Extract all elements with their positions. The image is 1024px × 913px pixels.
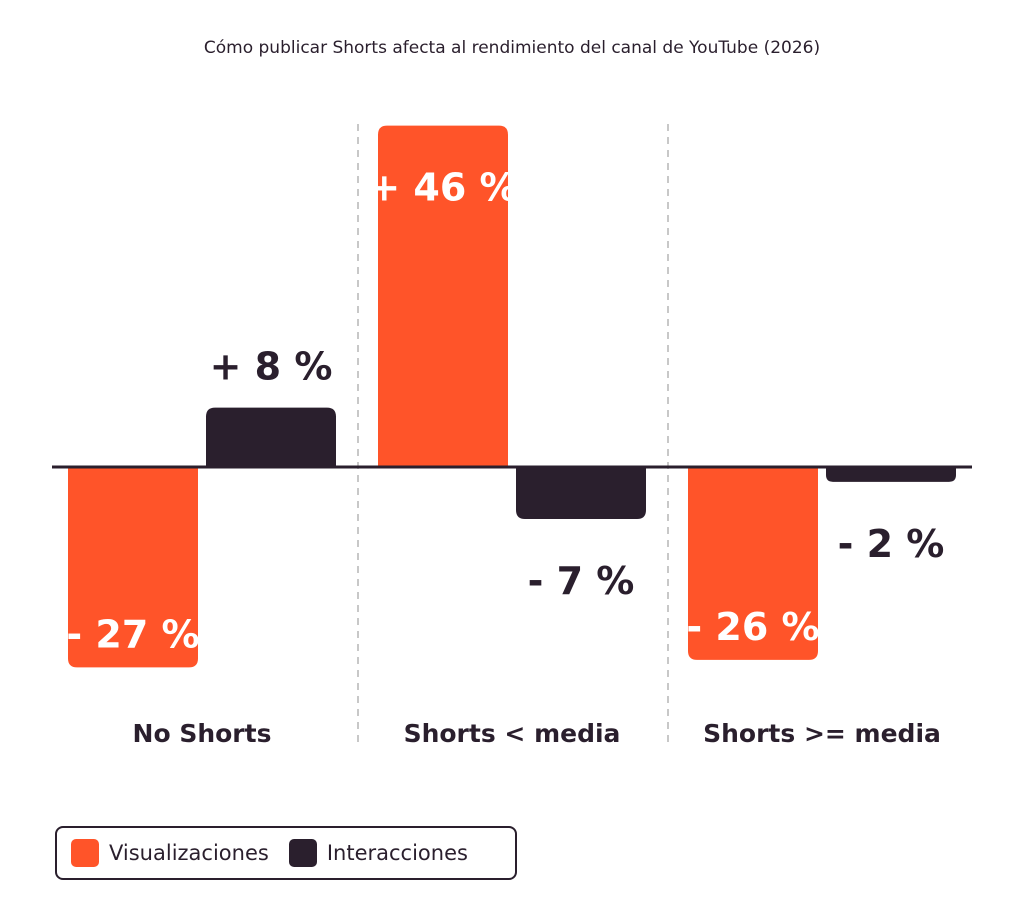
data-label-interacciones-shorts-media: - 2 % (838, 522, 945, 566)
data-label-visualizaciones-no-shorts: - 27 % (66, 612, 199, 656)
data-label-interacciones-no-shorts: + 8 % (210, 345, 333, 389)
category-label-shorts-media: Shorts < media (404, 719, 621, 748)
chart-title: Cómo publicar Shorts afecta al rendimien… (204, 38, 820, 58)
data-label-visualizaciones-shorts-media: + 46 % (368, 166, 517, 210)
legend-label-interacciones: Interacciones (326, 841, 468, 865)
bar-interacciones-shorts-media (516, 468, 646, 519)
bar-visualizaciones-shorts-media (378, 125, 508, 468)
bar-visualizaciones-shorts-media (688, 468, 818, 660)
legend: Visualizaciones Interacciones (55, 826, 517, 880)
category-label-shorts-media: Shorts >= media (703, 719, 941, 748)
bar-interacciones-shorts-media (826, 468, 956, 482)
bar-visualizaciones-no-shorts (68, 468, 198, 668)
data-label-visualizaciones-shorts-media: - 26 % (686, 605, 819, 649)
data-label-interacciones-shorts-media: - 7 % (528, 559, 635, 603)
legend-item-interacciones: Interacciones (288, 839, 468, 867)
bar-interacciones-no-shorts (206, 407, 336, 467)
category-label-no-shorts: No Shorts (133, 719, 272, 748)
legend-label-visualizaciones: Visualizaciones (109, 841, 269, 865)
legend-swatch-visualizaciones (71, 839, 99, 867)
legend-item-visualizaciones: Visualizaciones (71, 839, 269, 867)
legend-swatch-interacciones (288, 839, 317, 867)
